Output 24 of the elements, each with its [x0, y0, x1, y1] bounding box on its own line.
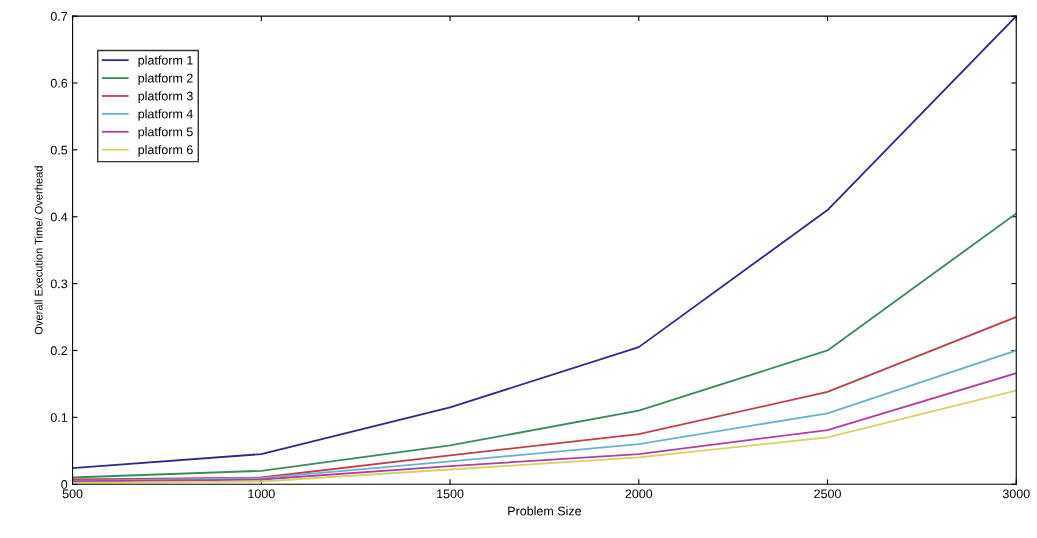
x-tick-label: 2500: [814, 489, 841, 499]
y-tick-label: 0.7: [50, 11, 68, 21]
x-tick-label: 3000: [1002, 489, 1030, 499]
legend-label: platform 1: [138, 55, 193, 68]
x-tick-label: 2000: [625, 489, 653, 499]
y-tick-label: 0.5: [50, 145, 68, 155]
y-tick-label: 0: [61, 480, 68, 489]
x-tick-label: 1500: [437, 489, 464, 499]
x-axis-title: Problem Size: [508, 506, 582, 516]
x-tick-label: 1000: [248, 489, 275, 499]
y-tick-label: 0.3: [50, 279, 68, 289]
x-tick-label: 500: [62, 489, 83, 499]
line-series: [72, 212, 1017, 479]
line-series: [72, 316, 1017, 481]
legend-label: platform 2: [138, 73, 193, 86]
y-tick-label: 0.1: [50, 413, 68, 422]
y-axis-title: Overall Execution Time/ Overhead: [34, 166, 43, 335]
y-tick-label: 0.2: [50, 346, 68, 356]
legend-label: platform 4: [138, 109, 193, 121]
legend-label: platform 5: [138, 127, 193, 139]
legend-label: platform 3: [138, 91, 193, 103]
y-tick-label: 0.4: [50, 212, 68, 222]
y-tick-label: 0.6: [50, 78, 68, 88]
legend-label: platform 6: [138, 144, 193, 157]
